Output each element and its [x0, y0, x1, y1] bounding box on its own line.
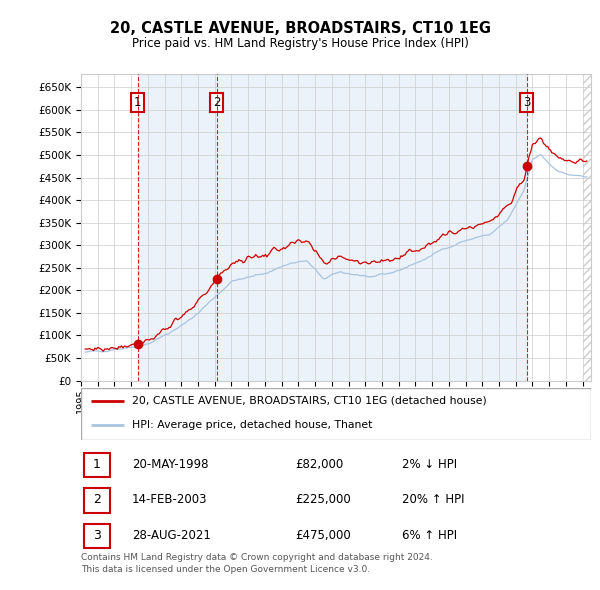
FancyBboxPatch shape: [83, 453, 110, 477]
Text: £82,000: £82,000: [295, 458, 343, 471]
Bar: [583, 74, 591, 381]
FancyBboxPatch shape: [83, 489, 110, 513]
Text: 6% ↑ HPI: 6% ↑ HPI: [403, 529, 457, 542]
Text: HPI: Average price, detached house, Thanet: HPI: Average price, detached house, Than…: [132, 420, 373, 430]
Text: Contains HM Land Registry data © Crown copyright and database right 2024.
This d: Contains HM Land Registry data © Crown c…: [81, 553, 433, 574]
Text: £475,000: £475,000: [295, 529, 351, 542]
FancyBboxPatch shape: [83, 524, 110, 548]
Text: 20, CASTLE AVENUE, BROADSTAIRS, CT10 1EG (detached house): 20, CASTLE AVENUE, BROADSTAIRS, CT10 1EG…: [132, 396, 487, 405]
Text: 2% ↓ HPI: 2% ↓ HPI: [403, 458, 457, 471]
Text: 20, CASTLE AVENUE, BROADSTAIRS, CT10 1EG: 20, CASTLE AVENUE, BROADSTAIRS, CT10 1EG: [110, 21, 491, 35]
Text: Price paid vs. HM Land Registry's House Price Index (HPI): Price paid vs. HM Land Registry's House …: [131, 37, 469, 50]
Text: 3: 3: [93, 529, 101, 542]
Text: 2: 2: [213, 96, 221, 109]
FancyBboxPatch shape: [81, 388, 591, 440]
Text: £225,000: £225,000: [295, 493, 351, 506]
Text: 20% ↑ HPI: 20% ↑ HPI: [403, 493, 465, 506]
Bar: [583, 74, 591, 381]
Text: 20-MAY-1998: 20-MAY-1998: [132, 458, 209, 471]
Text: 1: 1: [134, 96, 141, 109]
Text: 28-AUG-2021: 28-AUG-2021: [132, 529, 211, 542]
Text: 2: 2: [93, 493, 101, 506]
Bar: [137, 74, 527, 381]
Text: 3: 3: [523, 96, 530, 109]
Text: 14-FEB-2003: 14-FEB-2003: [132, 493, 208, 506]
Text: 1: 1: [93, 458, 101, 471]
